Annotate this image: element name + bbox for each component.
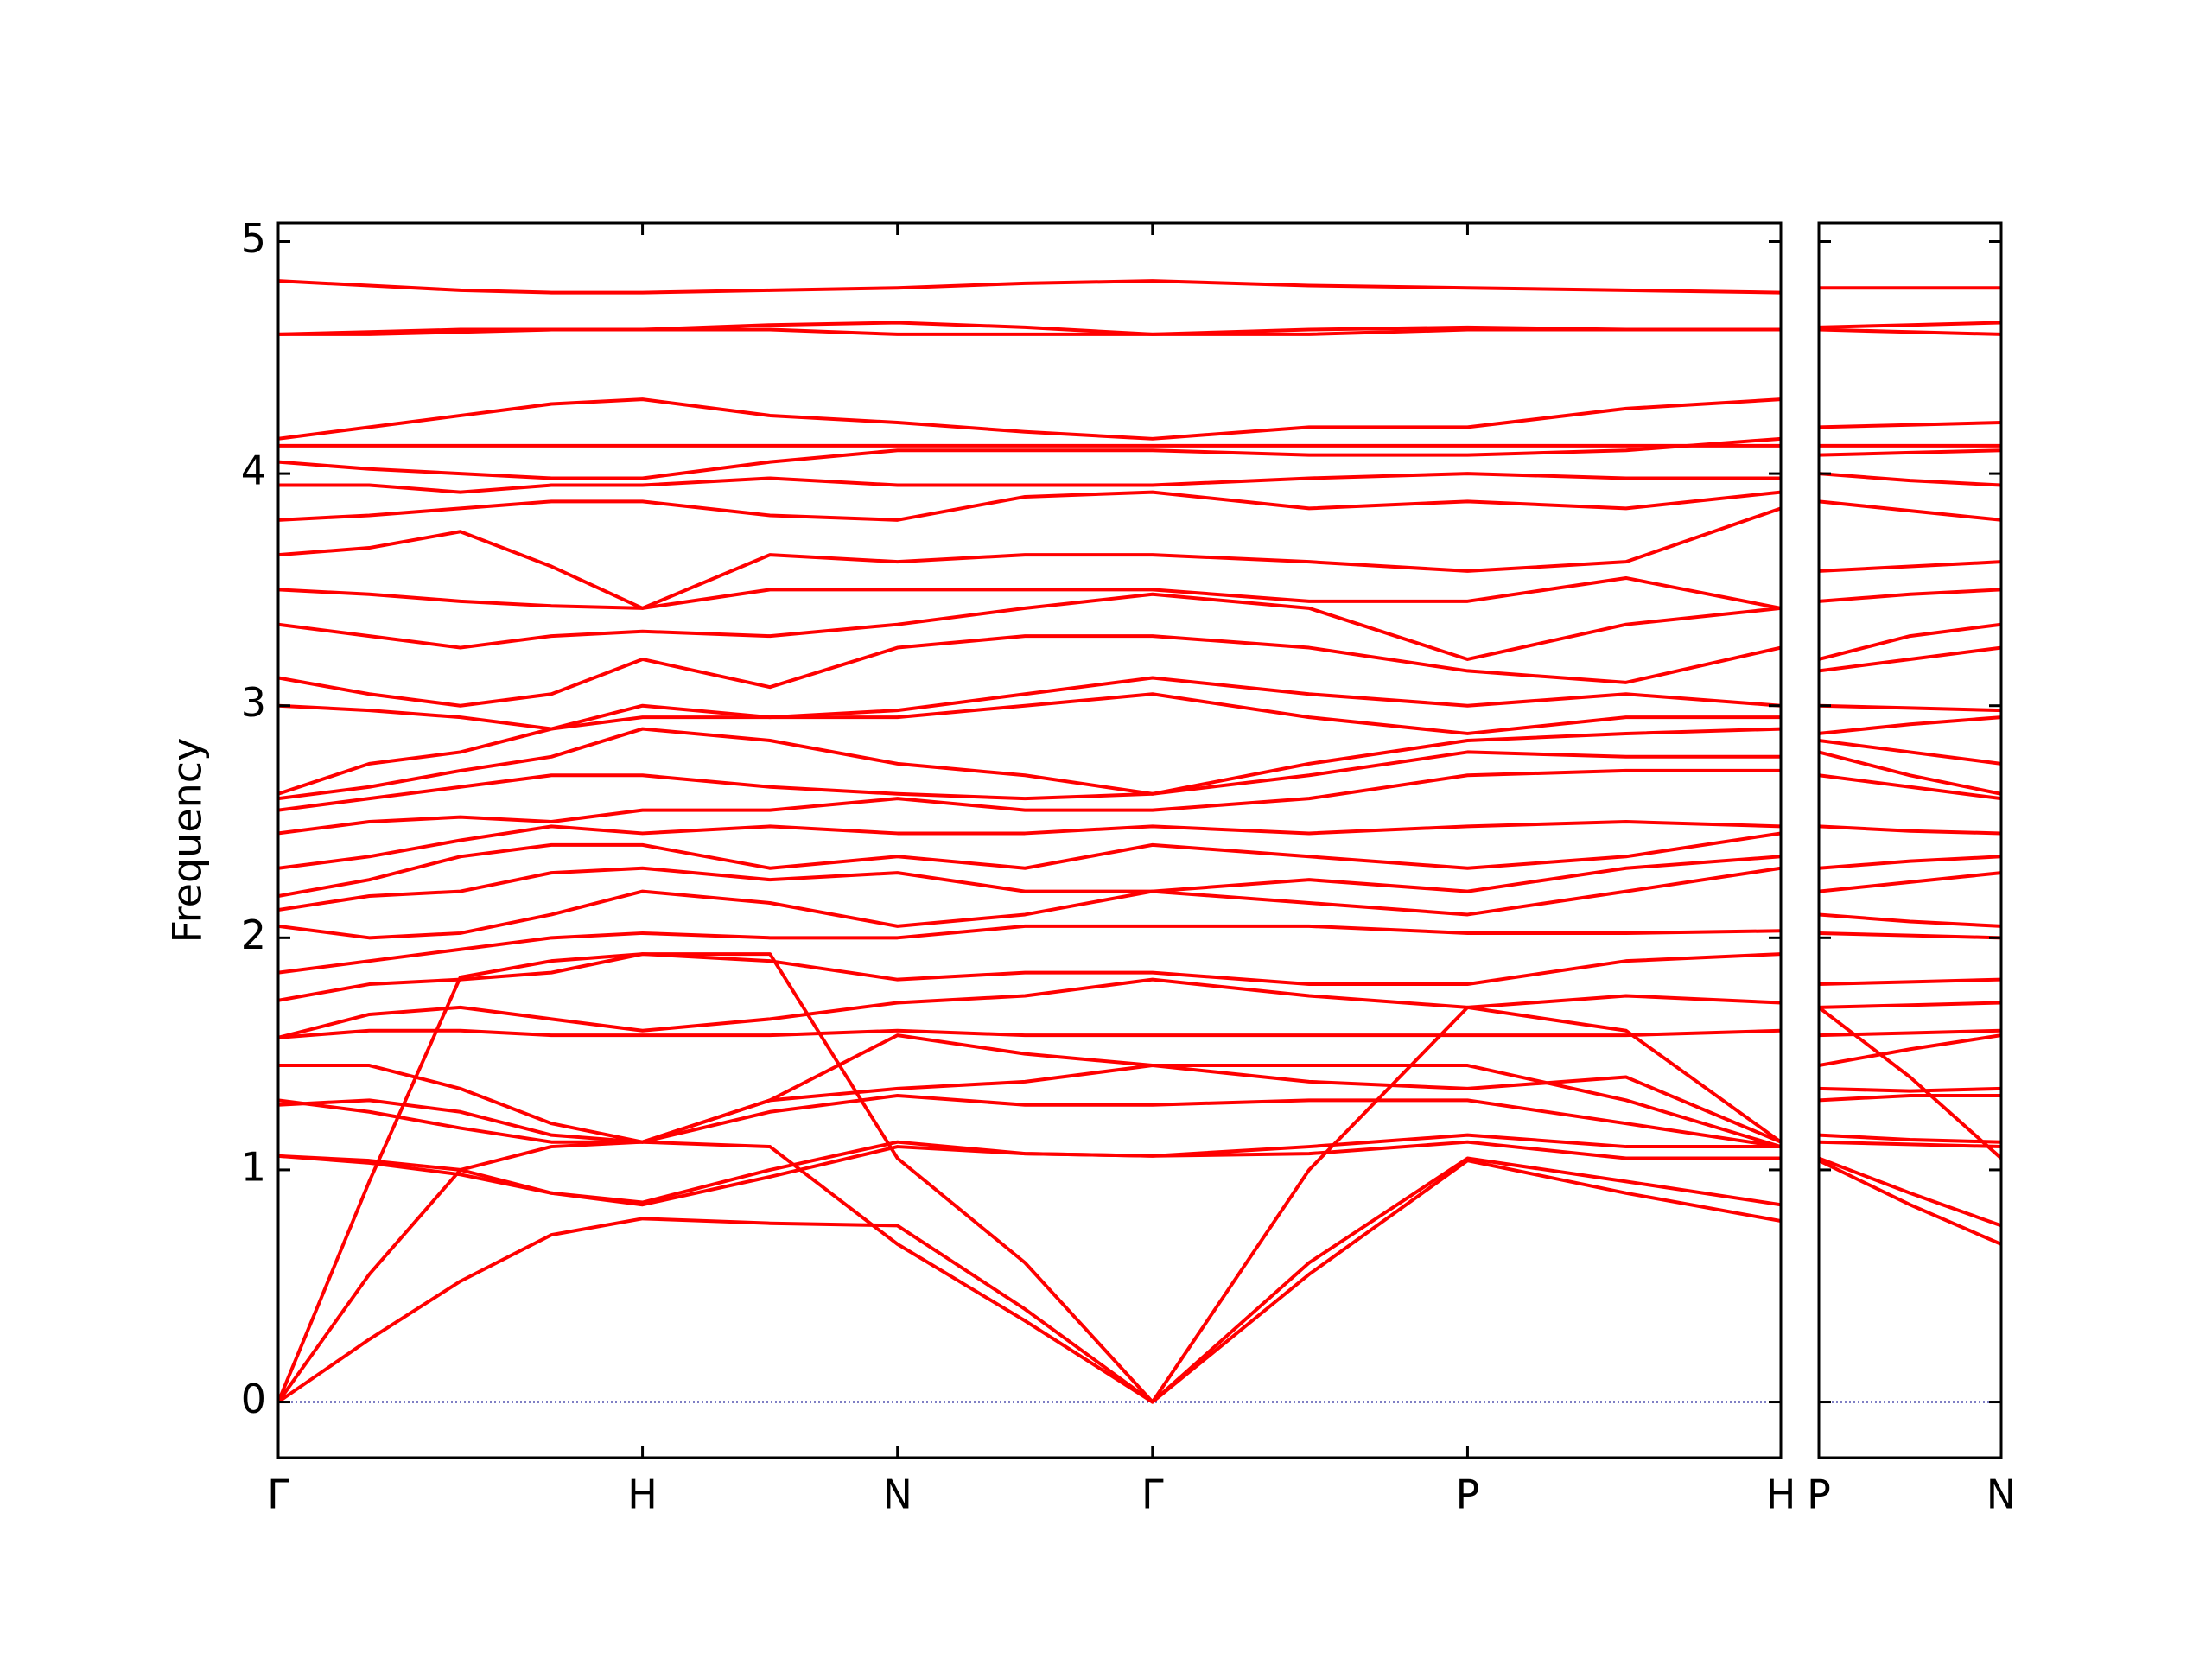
x-tick-label: Γ [1141, 1471, 1164, 1518]
axes-frame [276, 221, 1783, 1459]
x-tick-label: P [1456, 1471, 1480, 1518]
band-line [1819, 472, 2001, 487]
x-tick-label: P [1807, 1471, 1831, 1518]
x-tick-label: H [627, 1471, 658, 1518]
axes-frame [1817, 221, 2003, 1459]
band-line [1819, 739, 2001, 766]
band-line [278, 1033, 1781, 1148]
y-tick-label: 4 [241, 448, 266, 494]
band-line [1819, 645, 2001, 673]
band-line [278, 327, 1781, 336]
band-line [278, 820, 1781, 870]
band-line [1819, 1140, 2001, 1149]
band-line [278, 592, 1781, 661]
band-line [1819, 931, 2001, 940]
y-tick-label: 1 [241, 1143, 266, 1190]
x-tick-label: H [1766, 1471, 1796, 1518]
band-line [278, 727, 1781, 801]
band-line [1819, 703, 2001, 713]
y-tick-label: 3 [241, 679, 266, 726]
band-line [278, 855, 1781, 912]
band-line [1819, 421, 2001, 429]
band-line [1819, 773, 2001, 801]
band-line [1819, 1006, 2001, 1160]
band-line [278, 977, 1781, 1039]
band-line [278, 924, 1781, 975]
y-tick-label: 5 [241, 215, 266, 262]
band-line [278, 1093, 1781, 1149]
band-line [278, 952, 1781, 1002]
band-line [1819, 560, 2001, 573]
band-line [1819, 622, 2001, 661]
band-line [1819, 1093, 2001, 1103]
band-line [1819, 448, 2001, 457]
band-line [278, 436, 1781, 480]
plot-area [278, 279, 1781, 1404]
band-line [278, 768, 1781, 836]
band-line [278, 692, 1781, 796]
band-line [1819, 588, 2001, 603]
x-tick-label: N [882, 1471, 912, 1518]
band-line [1819, 977, 2001, 987]
band-line [278, 279, 1781, 295]
band-line [1819, 1133, 2001, 1144]
band-line [1819, 715, 2001, 735]
plot-area [1819, 286, 2001, 1403]
band-line [1819, 912, 2001, 928]
band-line [278, 676, 1781, 731]
band-line [278, 506, 1781, 610]
band-line [278, 634, 1781, 708]
band-line [1819, 855, 2001, 870]
band-line [278, 1140, 1781, 1207]
band-line [1819, 750, 2001, 796]
band-line [1819, 1033, 2001, 1068]
band-line [1819, 321, 2001, 329]
band-line [1819, 1001, 2001, 1009]
band-line [278, 750, 1781, 812]
band-line [1819, 1159, 2001, 1246]
y-tick-label: 0 [241, 1376, 266, 1422]
band-line [1819, 1028, 2001, 1038]
x-tick-label: Γ [267, 1471, 289, 1518]
band-line [278, 472, 1781, 494]
band-line [278, 1028, 1781, 1039]
band-line [278, 490, 1781, 522]
y-tick-label: 2 [241, 912, 266, 958]
band-line [1819, 871, 2001, 893]
band-line [278, 1159, 1781, 1404]
band-line [278, 1133, 1781, 1205]
band-line [1819, 1156, 2001, 1228]
band-line [1819, 1086, 2001, 1093]
x-tick-label: N [1986, 1471, 2016, 1518]
band-line [1819, 499, 2001, 522]
band-line [278, 575, 1781, 610]
band-line [278, 321, 1781, 336]
band-line [278, 397, 1781, 441]
band-line [278, 831, 1781, 898]
y-axis-label: Frequency [164, 738, 211, 944]
band-line [1819, 824, 2001, 836]
band-line [1819, 327, 2001, 336]
band-line [278, 866, 1781, 940]
band-line [278, 1064, 1781, 1144]
